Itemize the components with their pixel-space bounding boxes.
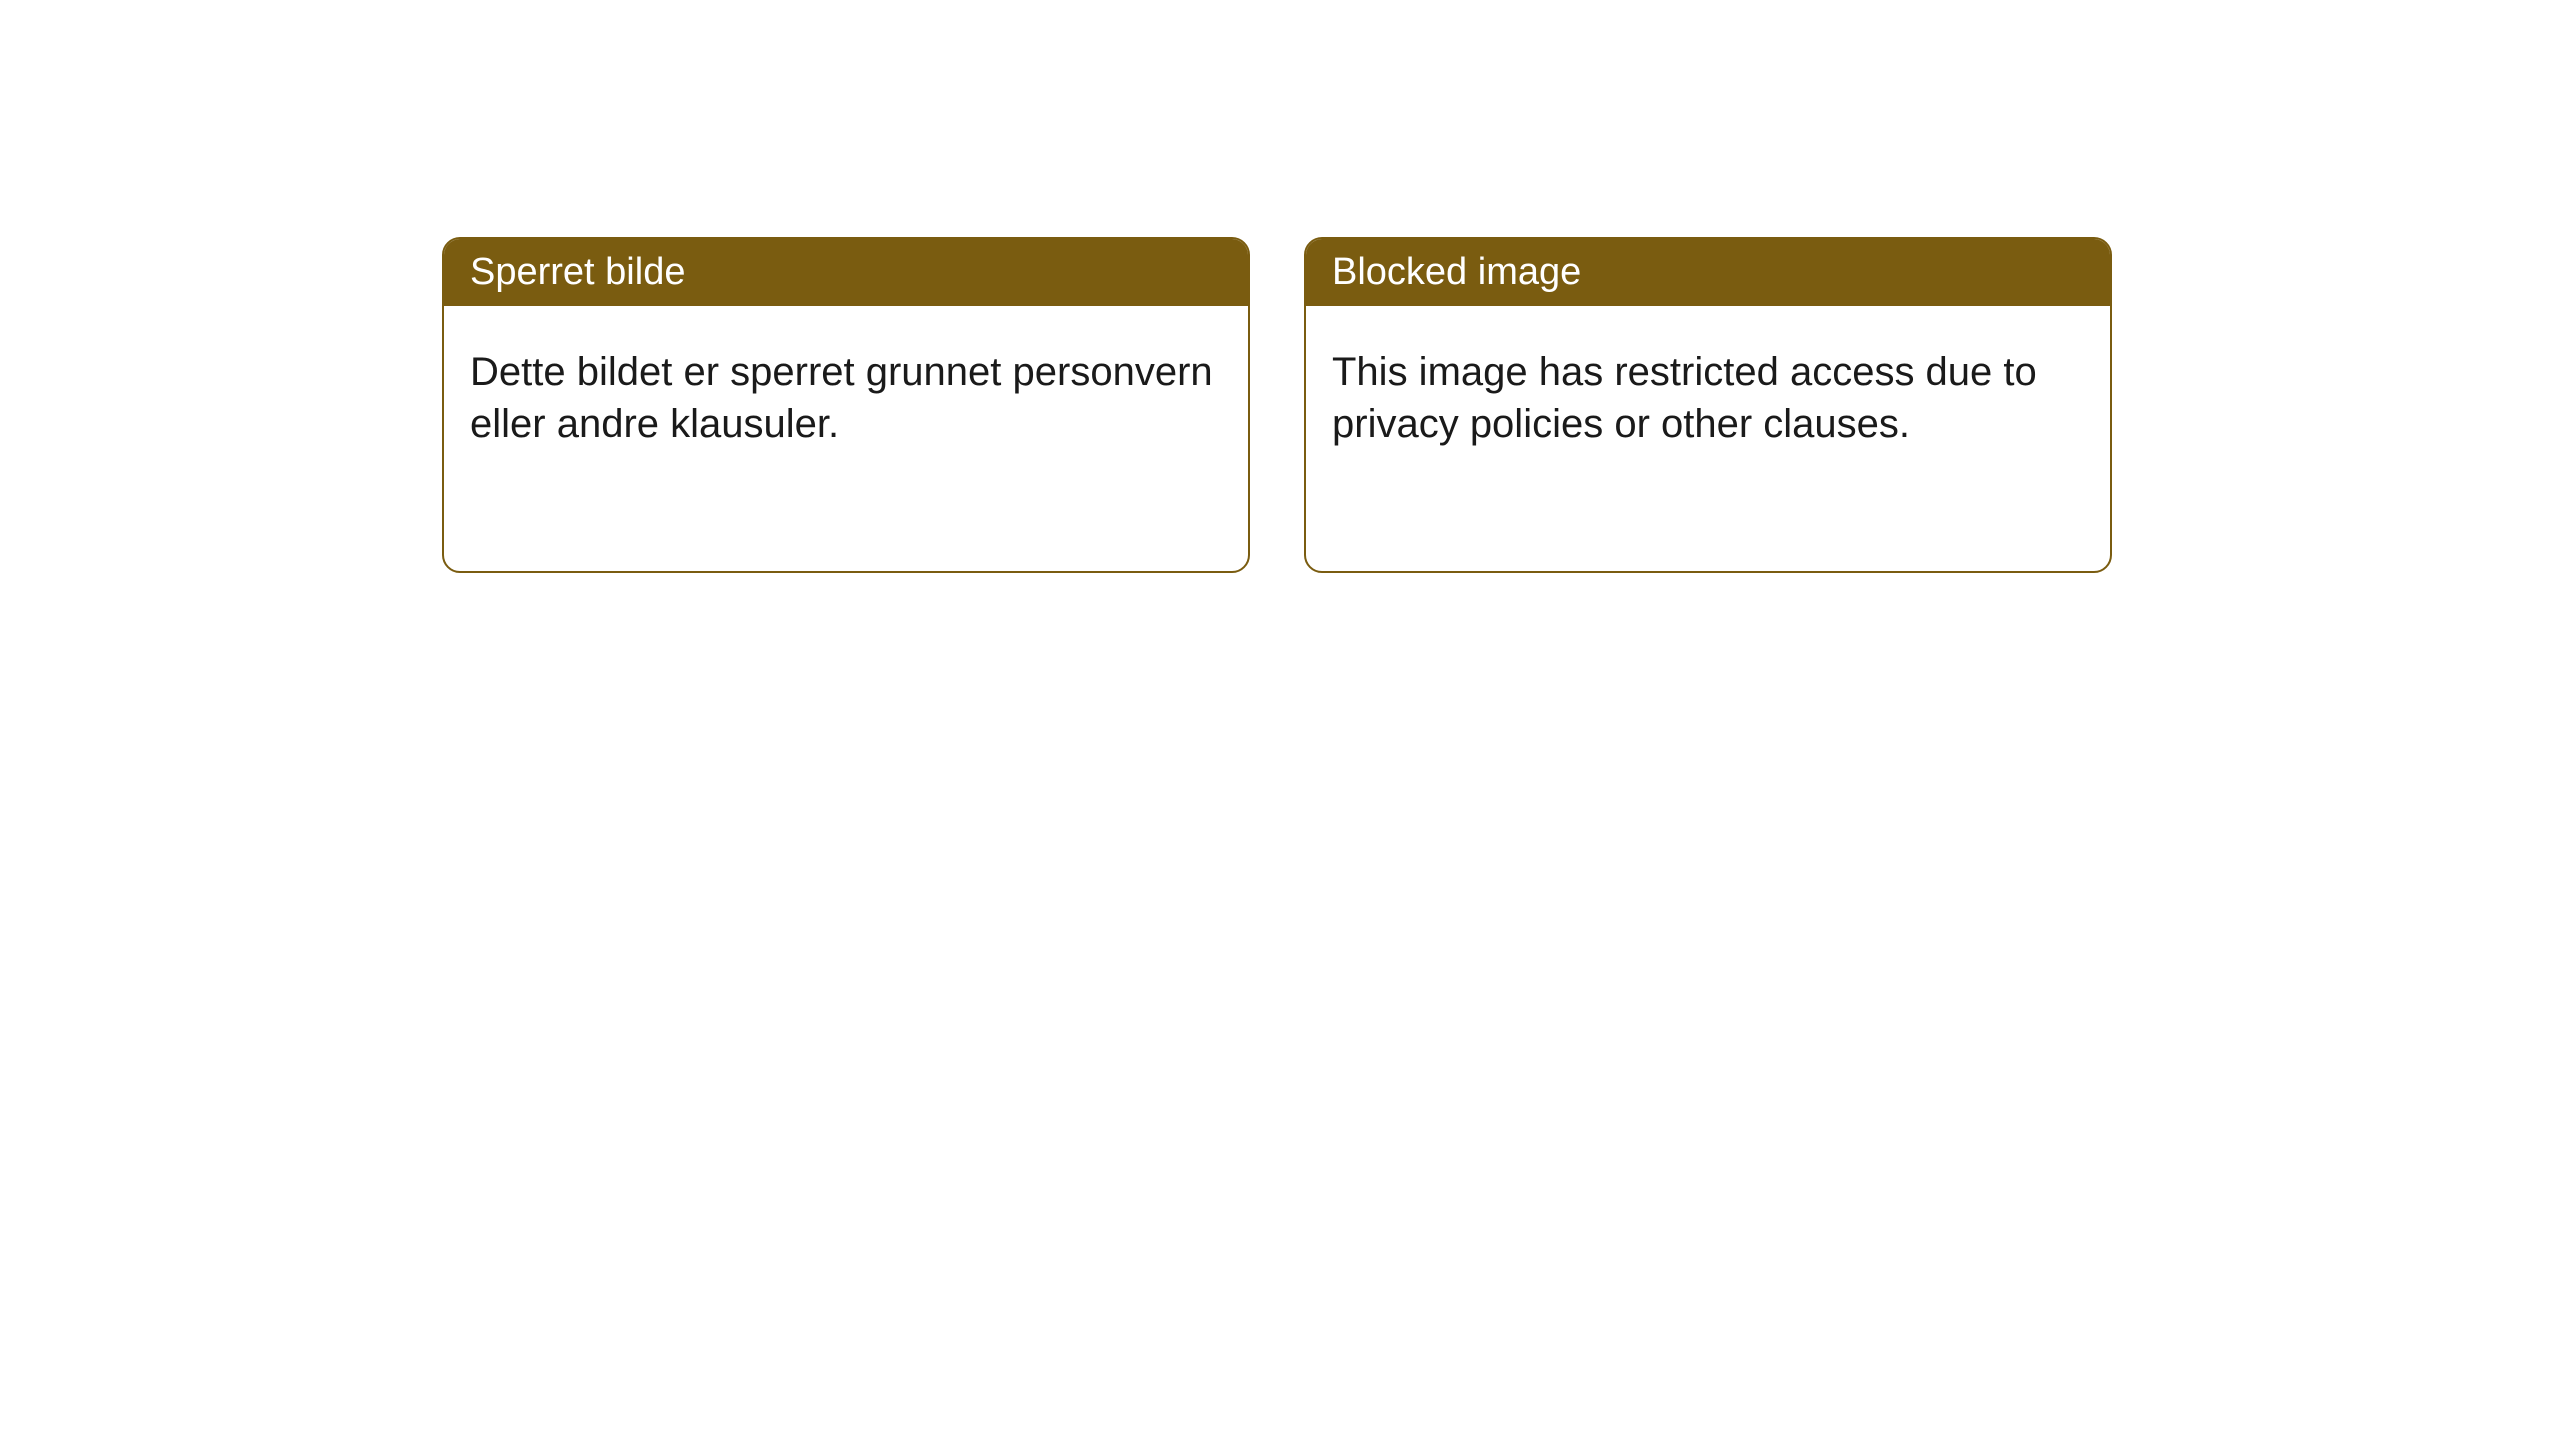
- notice-title: Blocked image: [1332, 251, 1581, 293]
- notice-title: Sperret bilde: [470, 251, 685, 293]
- notice-card-norwegian: Sperret bilde Dette bildet er sperret gr…: [442, 237, 1250, 573]
- notice-card-english: Blocked image This image has restricted …: [1304, 237, 2112, 573]
- notice-container: Sperret bilde Dette bildet er sperret gr…: [442, 237, 2112, 573]
- notice-body: This image has restricted access due to …: [1306, 306, 2110, 490]
- notice-body-text: This image has restricted access due to …: [1332, 350, 2037, 446]
- notice-body-text: Dette bildet er sperret grunnet personve…: [470, 350, 1213, 446]
- notice-body: Dette bildet er sperret grunnet personve…: [444, 306, 1248, 490]
- notice-header: Sperret bilde: [444, 239, 1248, 306]
- notice-header: Blocked image: [1306, 239, 2110, 306]
